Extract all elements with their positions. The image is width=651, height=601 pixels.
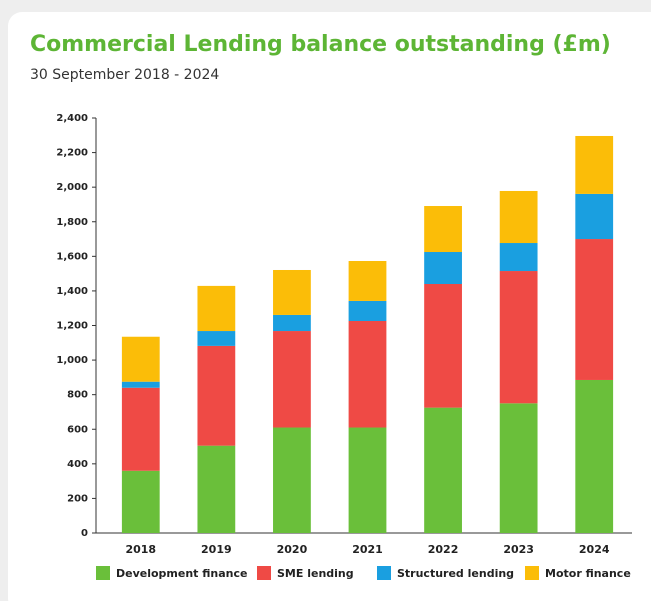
bar-segment bbox=[273, 269, 311, 315]
bar-segment bbox=[348, 261, 387, 301]
y-tick-label: 1,200 bbox=[56, 321, 88, 332]
y-tick-label: 2,200 bbox=[56, 148, 88, 159]
bar-segment bbox=[273, 314, 311, 332]
y-tick-label: 400 bbox=[67, 459, 88, 470]
y-tick-label: 600 bbox=[67, 424, 88, 435]
bar-segment bbox=[575, 379, 614, 533]
bar-segment bbox=[348, 321, 387, 428]
bar-segment bbox=[499, 271, 538, 404]
y-tick-label: 200 bbox=[67, 493, 88, 504]
bar-segment bbox=[197, 331, 236, 346]
x-tick-label: 2020 bbox=[277, 543, 308, 556]
card bbox=[8, 12, 651, 601]
bar-segment bbox=[121, 381, 160, 388]
bar-segment bbox=[121, 387, 160, 471]
y-tick-label: 2,000 bbox=[56, 182, 88, 193]
bar-segment bbox=[197, 285, 236, 332]
bar-segment bbox=[575, 239, 614, 380]
y-tick-label: 800 bbox=[67, 390, 88, 401]
bar-segment bbox=[499, 403, 538, 533]
x-tick-label: 2018 bbox=[125, 543, 156, 556]
bar-segment bbox=[348, 427, 387, 533]
bar-segment bbox=[273, 331, 311, 428]
y-tick-label: 0 bbox=[81, 528, 88, 539]
x-tick-label: 2024 bbox=[579, 543, 610, 556]
x-tick-label: 2021 bbox=[352, 543, 383, 556]
y-tick-label: 1,600 bbox=[56, 251, 88, 262]
x-tick-label: 2019 bbox=[201, 543, 232, 556]
bar-segment bbox=[499, 243, 538, 272]
y-tick-label: 1,400 bbox=[56, 286, 88, 297]
bar-segment bbox=[424, 284, 462, 408]
legend-label: Structured lending bbox=[397, 567, 514, 580]
bar-segment bbox=[424, 252, 462, 284]
x-tick-label: 2022 bbox=[428, 543, 459, 556]
chart-title: Commercial Lending balance outstanding (… bbox=[30, 32, 611, 57]
bar-segment bbox=[424, 407, 462, 533]
y-tick-label: 1,800 bbox=[56, 217, 88, 228]
bar-segment bbox=[348, 300, 387, 322]
legend-swatch bbox=[257, 566, 271, 580]
legend-label: Motor finance bbox=[545, 567, 631, 580]
bar-segment bbox=[197, 345, 236, 446]
bar-segment bbox=[424, 206, 462, 253]
bar-segment bbox=[575, 135, 614, 194]
chart-subtitle: 30 September 2018 - 2024 bbox=[30, 67, 219, 83]
y-tick-label: 1,000 bbox=[56, 355, 88, 366]
bar-segment bbox=[499, 190, 538, 244]
bar-segment bbox=[121, 336, 160, 382]
legend-label: Development finance bbox=[116, 567, 247, 580]
legend-swatch bbox=[525, 566, 539, 580]
bar-segment bbox=[575, 193, 614, 240]
bar-segment bbox=[273, 427, 311, 533]
x-tick-label: 2023 bbox=[503, 543, 534, 556]
bar-segment bbox=[197, 445, 236, 533]
legend-swatch bbox=[377, 566, 391, 580]
y-tick-label: 2,400 bbox=[56, 113, 88, 124]
legend-swatch bbox=[96, 566, 110, 580]
bar-segment bbox=[121, 470, 160, 533]
legend-label: SME lending bbox=[277, 567, 354, 580]
